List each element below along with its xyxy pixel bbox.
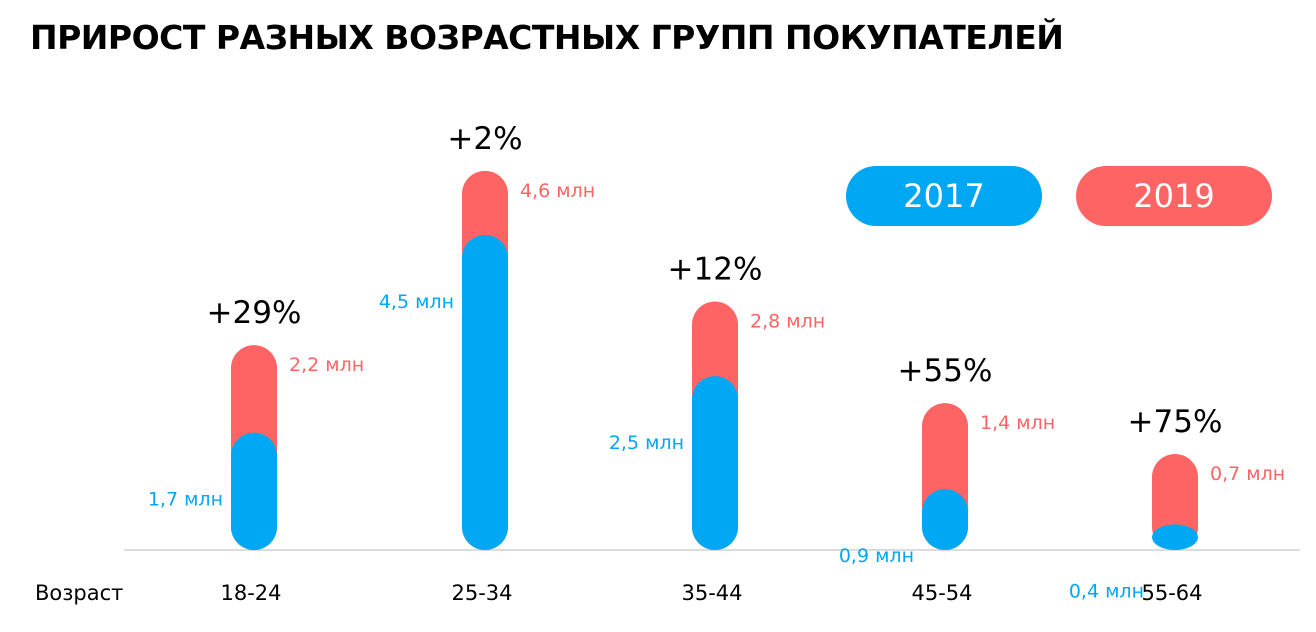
tick-label-55-64: 55-64 [1141, 581, 1202, 605]
value-label-2019-35-44: 2,8 млн [750, 311, 825, 333]
growth-label-18-24: +29% [207, 295, 302, 331]
value-label-2017-18-24: 1,7 млн [148, 489, 223, 511]
legend-2019-label: 2019 [1133, 177, 1215, 215]
legend-2017: 2017 [846, 166, 1042, 226]
tick-label-25-34: 25-34 [451, 581, 512, 605]
tick-label-18-24: 18-24 [220, 581, 281, 605]
value-label-2017-55-64: 0,4 млн [1069, 580, 1144, 602]
growth-label-45-54: +55% [898, 353, 993, 389]
value-label-2019-55-64: 0,7 млн [1210, 463, 1285, 485]
growth-label-55-64: +75% [1128, 404, 1223, 440]
value-label-2017-45-54: 0,9 млн [839, 545, 914, 567]
bar-2017-55-64 [1152, 524, 1198, 550]
chart-title: ПРИРОСТ РАЗНЫХ ВОЗРАСТНЫХ ГРУПП ПОКУПАТЕ… [30, 18, 1064, 57]
x-axis-title: Возраст [35, 581, 123, 605]
tick-label-45-54: 45-54 [911, 581, 972, 605]
tick-label-35-44: 35-44 [681, 581, 742, 605]
value-label-2019-25-34: 4,6 млн [520, 180, 595, 202]
legend-2019: 2019 [1076, 166, 1272, 226]
legend-2017-label: 2017 [903, 177, 985, 215]
bar-2017-18-24 [231, 432, 277, 550]
bar-2017-25-34 [462, 234, 508, 550]
bar-2019-55-64 [1152, 454, 1198, 550]
bar-2017-45-54 [922, 489, 968, 550]
value-label-2017-35-44: 2,5 млн [609, 432, 684, 454]
bar-2017-35-44 [692, 376, 738, 550]
growth-label-35-44: +12% [668, 252, 763, 288]
value-label-2019-45-54: 1,4 млн [980, 412, 1055, 434]
value-label-2019-18-24: 2,2 млн [289, 354, 364, 376]
growth-label-25-34: +2% [447, 121, 522, 157]
value-label-2017-25-34: 4,5 млн [379, 291, 454, 313]
